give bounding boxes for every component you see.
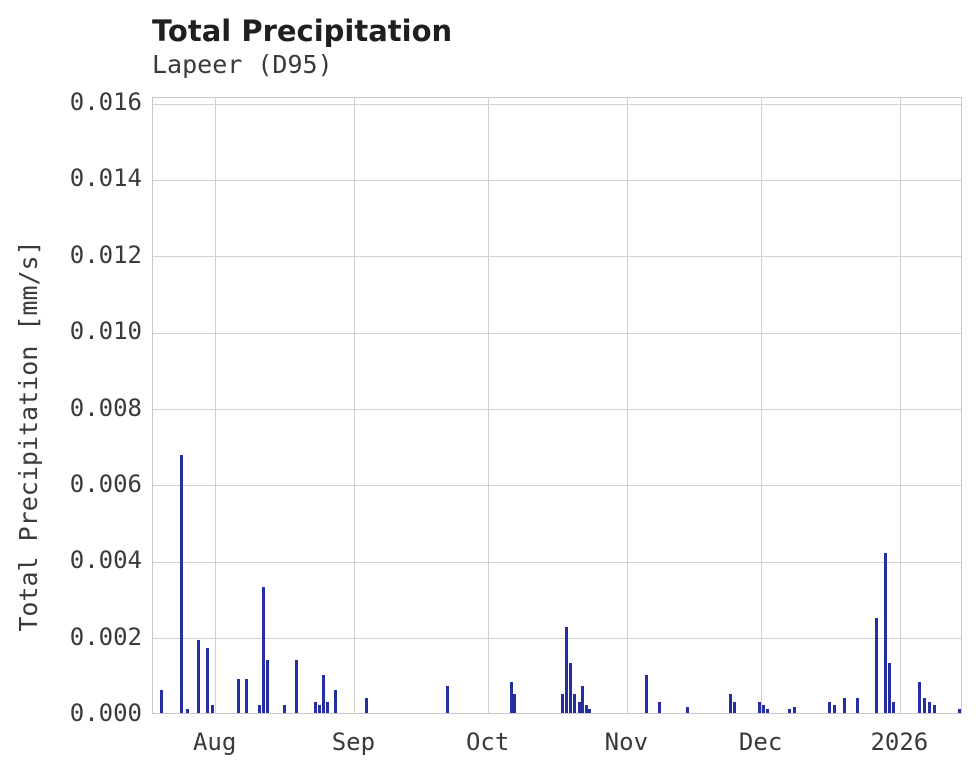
precip-bar	[236, 678, 240, 713]
precip-bar	[245, 678, 249, 713]
precip-bar	[588, 709, 592, 713]
precip-bar	[584, 705, 588, 713]
h-gridline	[153, 332, 961, 334]
x-tick-label: Dec	[738, 728, 783, 756]
precip-bar	[561, 693, 565, 713]
precip-bar	[282, 705, 286, 713]
chart-subtitle: Lapeer (D95)	[152, 50, 333, 79]
y-tick-label: 0.016	[69, 88, 142, 117]
precip-bar	[842, 697, 846, 713]
h-gridline	[153, 179, 961, 181]
precip-bar	[159, 690, 163, 713]
y-axis-label: Total Precipitation [mm/s]	[14, 240, 43, 632]
h-gridline	[153, 485, 961, 487]
precip-bar	[445, 686, 449, 713]
precip-bar	[568, 663, 572, 713]
precip-bar	[325, 701, 329, 713]
precip-bar	[564, 627, 568, 713]
h-gridline	[153, 256, 961, 258]
precip-bar	[509, 682, 513, 713]
precip-bar	[765, 709, 769, 713]
h-gridline	[153, 561, 961, 563]
plot-area	[152, 97, 962, 714]
precip-bar	[185, 709, 189, 713]
y-tick-label: 0.006	[69, 469, 142, 498]
precip-bar	[644, 674, 648, 713]
precip-bar	[728, 693, 732, 713]
x-tick-label: Oct	[465, 728, 510, 756]
precip-bar	[321, 674, 325, 713]
v-gridline	[761, 98, 763, 713]
precip-bar	[732, 701, 736, 713]
precip-bar	[761, 705, 765, 713]
precip-bar	[792, 707, 796, 713]
precip-bar	[317, 705, 321, 713]
precip-bar	[883, 552, 887, 713]
h-gridline	[153, 409, 961, 411]
precip-bar	[757, 701, 761, 713]
v-gridline	[215, 98, 217, 713]
x-tick-label: 2026	[870, 728, 929, 756]
precip-bar	[258, 705, 262, 713]
h-gridline	[153, 638, 961, 640]
precip-bar	[205, 648, 209, 713]
precip-bar	[196, 640, 200, 713]
v-gridline	[626, 98, 628, 713]
precip-bar	[365, 697, 369, 713]
v-gridline	[353, 98, 355, 713]
v-gridline	[899, 98, 901, 713]
precip-bar	[333, 690, 337, 713]
precip-bar	[580, 686, 584, 713]
y-tick-label: 0.004	[69, 546, 142, 575]
precip-bar	[314, 701, 318, 713]
precip-bar	[577, 701, 581, 713]
y-tick-label: 0.012	[69, 240, 142, 269]
precip-bar	[927, 701, 931, 713]
precip-bar	[262, 587, 266, 713]
precip-bar	[887, 663, 891, 713]
y-tick-label: 0.014	[69, 164, 142, 193]
h-gridline	[153, 103, 961, 105]
x-tick-label: Aug	[192, 728, 237, 756]
precip-bar	[787, 709, 791, 713]
y-tick-label: 0.010	[69, 317, 142, 346]
precip-bar	[657, 701, 661, 713]
precip-bar	[923, 697, 926, 713]
chart-title: Total Precipitation	[152, 14, 453, 48]
precip-bar	[932, 705, 936, 713]
precip-bar	[832, 705, 836, 713]
precip-bar	[918, 682, 922, 713]
y-tick-label: 0.000	[69, 699, 142, 727]
precip-bar	[210, 705, 214, 713]
precip-bar	[957, 709, 961, 713]
precip-bar	[572, 693, 576, 713]
precip-bar	[827, 701, 831, 713]
x-tick-label: Sep	[331, 728, 376, 756]
precip-bar	[891, 701, 895, 713]
precip-bar	[685, 707, 689, 713]
x-tick-label: Nov	[604, 728, 649, 756]
precip-bar	[266, 659, 270, 713]
precip-bar	[855, 697, 859, 713]
precip-bar	[294, 659, 298, 713]
y-tick-label: 0.008	[69, 393, 142, 422]
v-gridline	[488, 98, 490, 713]
precip-bar	[179, 455, 183, 713]
precip-bar	[513, 693, 517, 713]
y-tick-label: 0.002	[69, 622, 142, 651]
precip-bar	[874, 617, 878, 713]
